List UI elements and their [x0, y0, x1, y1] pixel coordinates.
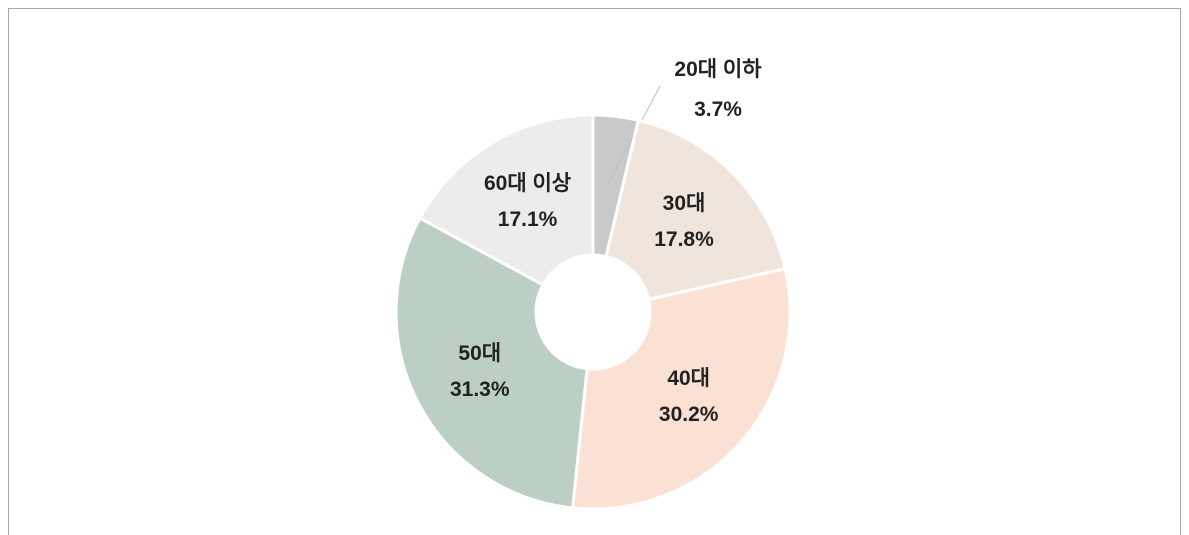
category-label: 40대: [667, 367, 711, 391]
frame: [8, 8, 1181, 535]
value-label: 31.3%: [449, 377, 510, 401]
value-label: 17.1%: [497, 207, 558, 231]
value-label: 17.8%: [654, 227, 714, 251]
category-label: 50대: [458, 341, 502, 365]
category-label: 20대 이하: [674, 58, 762, 81]
slice: [604, 118, 787, 302]
value-label: 30.2%: [658, 403, 719, 427]
category-label: 30대: [662, 191, 706, 215]
slice: [394, 215, 589, 510]
slice: [417, 113, 595, 287]
category-label: 60대 이상: [483, 171, 572, 195]
value-label: 3.7%: [694, 98, 742, 121]
slice: [570, 266, 792, 511]
